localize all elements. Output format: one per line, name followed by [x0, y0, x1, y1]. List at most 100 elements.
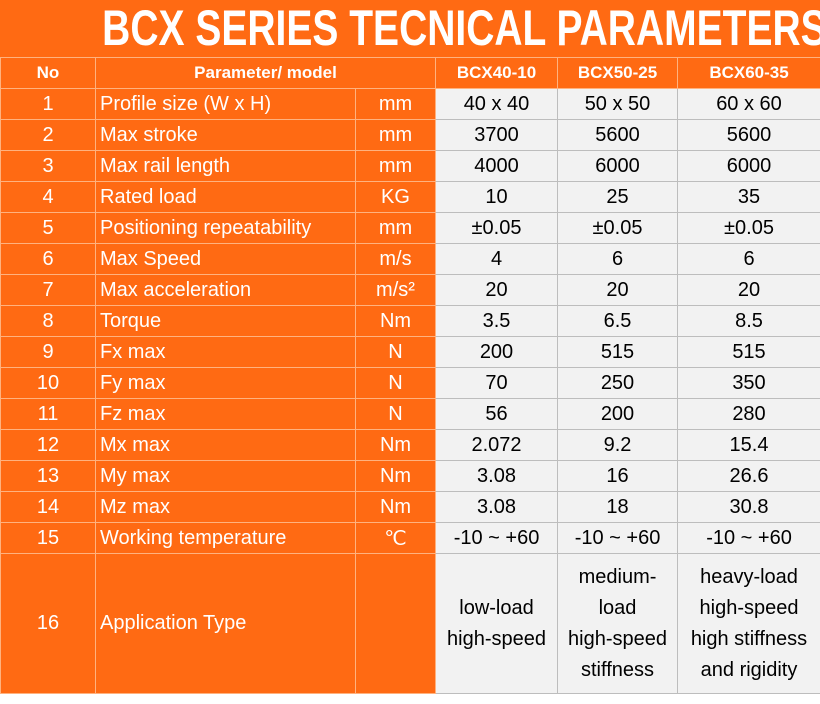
cell: mm: [355, 150, 436, 182]
cell: -10 ~ +60: [557, 522, 678, 554]
cell: 8.5: [677, 305, 820, 337]
cell: 10: [0, 367, 96, 399]
cell: 2.072: [435, 429, 558, 461]
cell: 5: [0, 212, 96, 244]
cell: Max stroke: [95, 119, 356, 151]
cell: N: [355, 367, 436, 399]
row: 15 Working temperature ℃ -10 ~ +60 -10 ~ +60…: [0, 522, 820, 554]
cell: mm: [355, 119, 436, 151]
cell: N: [355, 336, 436, 368]
cell: 26.6: [677, 460, 820, 492]
cell: Fx max: [95, 336, 356, 368]
cell: Nm: [355, 305, 436, 337]
cell: medium- load high-speed stiffness: [557, 553, 678, 694]
cell: 5600: [557, 119, 678, 151]
cell: 515: [677, 336, 820, 368]
cell: m/s: [355, 243, 436, 275]
header-row: No Parameter/ model BCX40-10 BCX50-25 BCX60-…: [0, 57, 820, 89]
cell: 9: [0, 336, 96, 368]
cell: Max acceleration: [95, 274, 356, 306]
cell: 70: [435, 367, 558, 399]
header-cell: BCX60-35: [677, 57, 820, 89]
cell: 11: [0, 398, 96, 430]
row: 14 Mz max Nm 3.08 18 30.8: [0, 491, 820, 523]
cell: My max: [95, 460, 356, 492]
cell: 3.08: [435, 460, 558, 492]
row: 5 Positioning repeatability mm ±0.05 ±0.05 ±0…: [0, 212, 820, 244]
cell: heavy-load high-speed high stiffness and…: [677, 553, 820, 694]
cell: Mx max: [95, 429, 356, 461]
cell: 7: [0, 274, 96, 306]
cell: ±0.05: [677, 212, 820, 244]
cell: Positioning repeatability: [95, 212, 356, 244]
cell: 15.4: [677, 429, 820, 461]
header-cell: BCX50-25: [557, 57, 678, 89]
cell: 6000: [557, 150, 678, 182]
cell: ℃: [355, 522, 436, 554]
cell: KG: [355, 181, 436, 213]
cell: low-load high-speed: [435, 553, 558, 694]
cell: -10 ~ +60: [677, 522, 820, 554]
cell: 18: [557, 491, 678, 523]
row: 3 Max rail length mm 4000 6000 6000: [0, 150, 820, 182]
cell: 250: [557, 367, 678, 399]
cell: 6.5: [557, 305, 678, 337]
header-cell: BCX40-10: [435, 57, 558, 89]
cell: 20: [435, 274, 558, 306]
cell: 16: [557, 460, 678, 492]
cell: 10: [435, 181, 558, 213]
cell: 20: [557, 274, 678, 306]
cell: Fz max: [95, 398, 356, 430]
cell: 12: [0, 429, 96, 461]
cell: 6: [557, 243, 678, 275]
cell: Max Speed: [95, 243, 356, 275]
cell: 6: [0, 243, 96, 275]
cell: 6000: [677, 150, 820, 182]
cell: Rated load: [95, 181, 356, 213]
title: BCX SERIES TECNICAL PARAMETERS: [102, 0, 820, 56]
row: 16 Application Type low-load high-speed med…: [0, 553, 820, 694]
cell: Working temperature: [95, 522, 356, 554]
cell: 5600: [677, 119, 820, 151]
row: 8 Torque Nm 3.5 6.5 8.5: [0, 305, 820, 337]
cell: 56: [435, 398, 558, 430]
cell: 280: [677, 398, 820, 430]
cell: 200: [435, 336, 558, 368]
cell: 20: [677, 274, 820, 306]
cell: [355, 553, 436, 694]
cell: 200: [557, 398, 678, 430]
cell: 50 x 50: [557, 88, 678, 120]
cell: Nm: [355, 460, 436, 492]
cell: Mz max: [95, 491, 356, 523]
cell: 350: [677, 367, 820, 399]
header-cell: Parameter/ model: [95, 57, 436, 89]
cell: 13: [0, 460, 96, 492]
parameter-table: No Parameter/ model BCX40-10 BCX50-25 BCX60-…: [0, 57, 820, 694]
cell: 40 x 40: [435, 88, 558, 120]
cell: 3.5: [435, 305, 558, 337]
cell: m/s²: [355, 274, 436, 306]
row: 2 Max stroke mm 3700 5600 5600: [0, 119, 820, 151]
cell: 3: [0, 150, 96, 182]
cell: 4: [0, 181, 96, 213]
cell: Profile size (W x H): [95, 88, 356, 120]
cell: 60 x 60: [677, 88, 820, 120]
row: 11 Fz max N 56 200 280: [0, 398, 820, 430]
cell: 35: [677, 181, 820, 213]
header-cell: No: [0, 57, 96, 89]
row: 7 Max acceleration m/s² 20 20 20: [0, 274, 820, 306]
cell: 4: [435, 243, 558, 275]
cell: 3.08: [435, 491, 558, 523]
title-banner: BCX SERIES TECNICAL PARAMETERS: [0, 0, 820, 57]
cell: 30.8: [677, 491, 820, 523]
cell: Max rail length: [95, 150, 356, 182]
row: 12 Mx max Nm 2.072 9.2 15.4: [0, 429, 820, 461]
cell: 15: [0, 522, 96, 554]
cell: N: [355, 398, 436, 430]
cell: 9.2: [557, 429, 678, 461]
cell: 16: [0, 553, 96, 694]
row: 10 Fy max N 70 250 350: [0, 367, 820, 399]
row: 9 Fx max N 200 515 515: [0, 336, 820, 368]
row: 13 My max Nm 3.08 16 26.6: [0, 460, 820, 492]
cell: 25: [557, 181, 678, 213]
